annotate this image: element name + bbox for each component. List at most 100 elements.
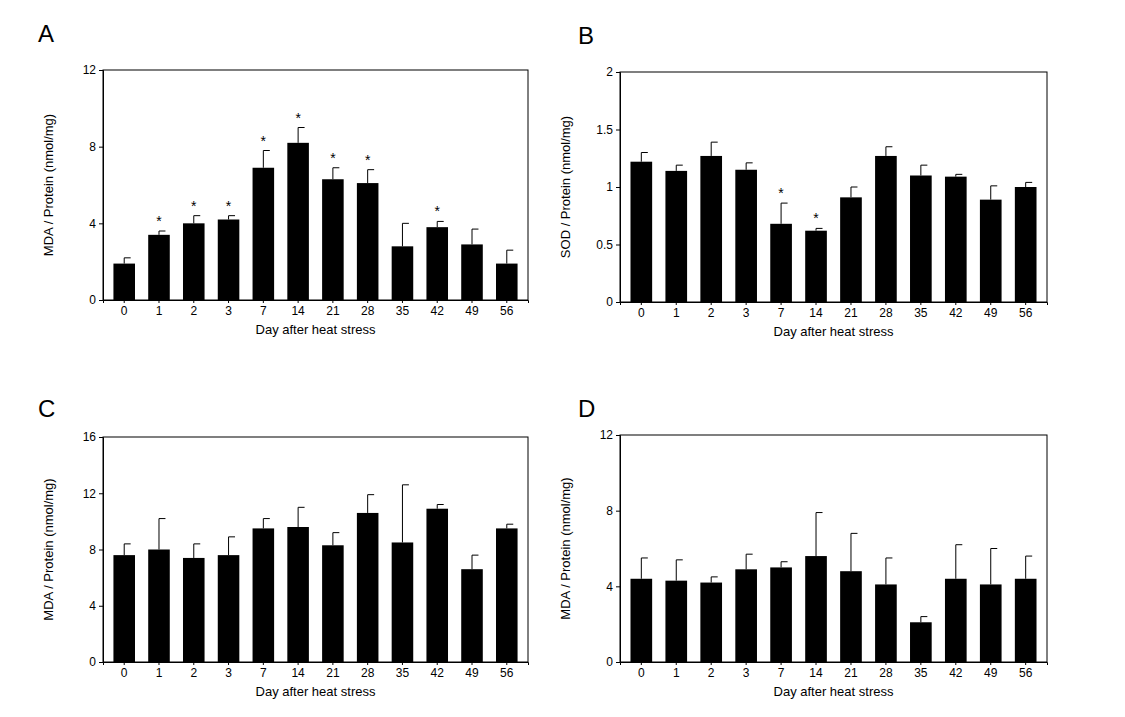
error-cap xyxy=(333,167,339,168)
bar xyxy=(113,555,135,662)
y-axis: 04812 xyxy=(83,63,104,307)
tick-label: 28 xyxy=(879,306,893,320)
tick: 21 xyxy=(326,300,340,318)
tick-label: 42 xyxy=(949,666,963,680)
tick: 28 xyxy=(879,662,893,680)
tick: 0 xyxy=(606,655,620,669)
frame xyxy=(103,437,528,662)
tick: 21 xyxy=(326,662,340,680)
tick-mark xyxy=(99,662,103,663)
error-cap xyxy=(368,169,374,170)
significance-mark: * xyxy=(778,185,784,201)
error-cap xyxy=(991,548,997,549)
error-cap xyxy=(437,221,443,222)
tick-label: 28 xyxy=(879,666,893,680)
tick-label: 42 xyxy=(431,666,445,680)
tick-label: 1 xyxy=(156,304,163,318)
x-axis-title: Day after heat stress xyxy=(774,324,894,339)
tick-label: 12 xyxy=(83,487,97,501)
tick-label: 49 xyxy=(984,306,998,320)
error-bar xyxy=(263,519,269,529)
tick-mark xyxy=(616,302,620,303)
x-axis: 0123714212835424956 xyxy=(104,300,529,318)
tick: 28 xyxy=(361,662,375,680)
error-stem xyxy=(850,187,851,197)
tick-mark xyxy=(616,187,620,188)
bar xyxy=(945,579,967,662)
error-cap xyxy=(886,146,892,147)
tick: 0 xyxy=(638,662,645,680)
error-cap xyxy=(333,532,339,533)
tick-label: 1.5 xyxy=(596,123,613,137)
error-bar xyxy=(886,147,892,156)
tick-mark xyxy=(99,606,103,607)
tick: 2 xyxy=(708,302,715,320)
panel: D048120123714212835424956Day after heat … xyxy=(558,395,1048,699)
error-bar xyxy=(711,142,717,156)
error-cap xyxy=(472,555,478,556)
error-stem xyxy=(332,533,333,546)
tick-label: 7 xyxy=(260,304,267,318)
tick-label: 21 xyxy=(326,304,340,318)
y-axis-title: MDA / Protein (nmol/mg) xyxy=(41,478,56,620)
error-cap xyxy=(229,536,235,537)
error-bar xyxy=(124,258,130,264)
error-cap xyxy=(641,152,647,153)
tick: 56 xyxy=(500,662,514,680)
tick: 0.5 xyxy=(596,238,620,252)
error-stem xyxy=(920,165,921,175)
tick-mark xyxy=(99,493,103,494)
error-bar xyxy=(676,560,682,581)
tick-label: 1 xyxy=(673,306,680,320)
tick: 14 xyxy=(809,302,823,320)
error-stem xyxy=(158,231,159,235)
panel: B**00.511.520123714212835424956Day after… xyxy=(558,22,1048,339)
error-cap xyxy=(194,215,200,216)
plot-area xyxy=(113,128,517,301)
tick-label: 2 xyxy=(708,306,715,320)
bar xyxy=(287,527,309,662)
error-bar xyxy=(641,558,647,579)
tick-mark xyxy=(99,300,103,301)
tick: 0 xyxy=(121,662,128,680)
tick-label: 2 xyxy=(708,666,715,680)
bar xyxy=(910,176,932,303)
error-stem xyxy=(437,221,438,227)
tick: 0 xyxy=(638,302,645,320)
error-stem xyxy=(402,223,403,246)
error-cap xyxy=(159,518,165,519)
tick-label: 12 xyxy=(83,63,97,77)
tick: 1 xyxy=(673,302,680,320)
error-stem xyxy=(367,495,368,513)
error-cap xyxy=(263,518,269,519)
bar xyxy=(461,244,483,300)
bar xyxy=(805,231,827,302)
error-cap xyxy=(781,561,787,562)
error-cap xyxy=(298,127,304,128)
tick-label: 56 xyxy=(1019,666,1033,680)
tick-label: 3 xyxy=(225,304,232,318)
axis-line xyxy=(616,73,621,303)
significance-mark: * xyxy=(156,213,162,229)
error-stem xyxy=(955,545,956,579)
tick-label: 56 xyxy=(500,666,514,680)
error-bar xyxy=(472,555,478,569)
error-stem xyxy=(676,165,677,171)
error-cap xyxy=(402,484,408,485)
error-stem xyxy=(298,128,299,143)
tick: 14 xyxy=(291,300,305,318)
tick: 0 xyxy=(89,293,103,307)
tick-label: 7 xyxy=(778,666,785,680)
figure: A********048120123714212835424956Day aft… xyxy=(0,0,1125,717)
error-cap xyxy=(851,533,857,534)
error-stem xyxy=(990,186,991,200)
error-stem xyxy=(298,507,299,527)
y-axis-title: MDA / Protein (nmol/mg) xyxy=(41,114,56,256)
bar xyxy=(805,556,827,662)
error-cap xyxy=(956,544,962,545)
frame xyxy=(620,72,1047,302)
significance-mark: * xyxy=(435,203,441,219)
tick-mark xyxy=(616,586,620,587)
error-stem xyxy=(228,537,229,555)
bar xyxy=(770,567,792,662)
